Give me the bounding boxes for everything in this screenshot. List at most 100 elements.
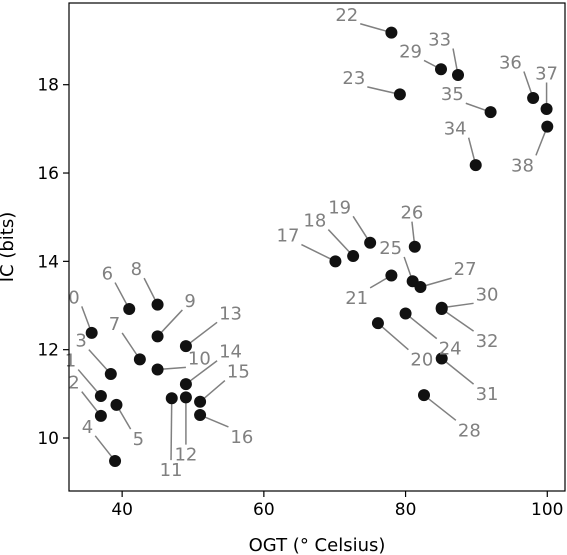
point-label: 37 — [535, 63, 558, 84]
data-point — [541, 120, 554, 133]
data-point — [469, 159, 482, 172]
leader-line — [170, 398, 173, 461]
point-label: 18 — [303, 211, 326, 232]
point-label: 6 — [102, 264, 113, 285]
data-point — [385, 269, 398, 282]
point-label: 2 — [68, 373, 79, 394]
data-point — [435, 352, 448, 365]
data-point — [347, 250, 360, 263]
leader-line — [441, 357, 475, 385]
point-label: 29 — [399, 41, 422, 62]
point-label: 3 — [75, 331, 86, 352]
data-point — [435, 303, 448, 316]
data-point — [151, 298, 164, 311]
point-label: 21 — [345, 288, 368, 309]
data-point — [94, 390, 107, 403]
leader-line — [327, 229, 354, 257]
x-axis-label: OGT (° Celsius) — [249, 535, 386, 555]
point-label: 34 — [444, 119, 467, 140]
data-point — [165, 392, 178, 405]
leader-line — [377, 322, 409, 351]
point-labels: 0123456789101112131415161718192021222324… — [65, 5, 558, 481]
data-point — [452, 68, 465, 81]
data-point — [179, 391, 192, 404]
data-point — [85, 326, 98, 339]
point-label: 36 — [499, 52, 522, 73]
data-point — [364, 236, 377, 249]
leader-line — [185, 321, 218, 347]
x-tick-label: 100 — [531, 500, 563, 520]
data-point — [329, 255, 342, 268]
point-label: 9 — [184, 291, 195, 312]
data-points — [85, 26, 554, 467]
data-point — [527, 91, 540, 104]
point-label: 14 — [219, 342, 242, 363]
leader-line — [157, 309, 183, 337]
data-point — [194, 409, 207, 422]
point-label: 7 — [109, 314, 120, 335]
leader-line — [441, 308, 475, 332]
point-label: 19 — [328, 197, 351, 218]
leader-line — [405, 312, 438, 340]
point-label: 15 — [227, 362, 250, 383]
data-point — [435, 63, 447, 76]
point-label: 24 — [439, 339, 462, 360]
point-label: 10 — [188, 348, 211, 369]
y-axis-ticks: 10 12 14 16 18 — [37, 76, 69, 449]
point-label: 11 — [160, 460, 183, 481]
data-point — [123, 303, 136, 316]
y-tick-label: 16 — [37, 164, 59, 184]
point-label: 8 — [131, 259, 142, 280]
y-axis-label: IC (bits) — [0, 212, 18, 283]
point-label: 5 — [133, 429, 144, 450]
data-point — [194, 395, 207, 408]
data-point — [110, 398, 123, 411]
data-point — [94, 409, 107, 422]
data-point — [393, 88, 406, 101]
leader-line — [301, 243, 336, 263]
data-point — [540, 102, 553, 115]
point-label: 31 — [476, 384, 499, 405]
point-label: 4 — [82, 417, 93, 438]
data-point — [109, 454, 122, 467]
y-tick-label: 14 — [37, 252, 59, 272]
point-label: 22 — [335, 5, 358, 26]
data-point — [408, 240, 421, 253]
plot-frame — [68, 2, 566, 492]
x-tick-label: 40 — [111, 500, 133, 520]
x-axis-ticks: 40 60 80 100 — [111, 491, 564, 520]
point-label: 23 — [342, 68, 365, 89]
point-label: 1 — [65, 351, 76, 372]
data-point — [104, 367, 117, 380]
data-point — [484, 106, 497, 119]
data-point — [371, 317, 384, 330]
point-label: 28 — [458, 420, 481, 441]
point-label: 17 — [277, 226, 300, 247]
y-tick-label: 10 — [37, 429, 59, 449]
point-label: 30 — [476, 284, 499, 305]
y-tick-label: 12 — [37, 341, 59, 361]
point-label: 12 — [174, 445, 197, 466]
data-point — [151, 330, 164, 343]
data-point — [151, 363, 164, 376]
point-label: 35 — [441, 84, 464, 105]
data-point — [399, 307, 412, 320]
leader-line — [423, 394, 457, 421]
data-point — [133, 353, 146, 366]
point-label: 33 — [428, 29, 451, 50]
data-point — [385, 26, 398, 39]
data-point — [414, 280, 427, 293]
data-point — [179, 340, 192, 353]
point-label: 20 — [410, 350, 433, 371]
x-tick-label: 80 — [395, 500, 417, 520]
data-point — [417, 389, 430, 402]
y-tick-label: 18 — [37, 76, 59, 96]
point-label: 13 — [219, 303, 242, 324]
point-label: 27 — [454, 259, 477, 280]
data-point — [179, 378, 192, 391]
leader-line — [185, 360, 218, 385]
x-tick-label: 60 — [253, 500, 275, 520]
point-label: 26 — [400, 203, 423, 224]
point-label: 0 — [68, 287, 79, 308]
